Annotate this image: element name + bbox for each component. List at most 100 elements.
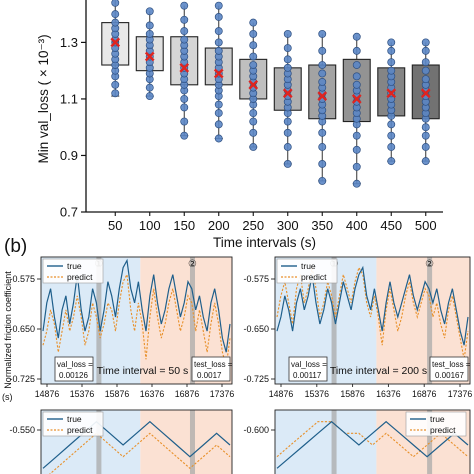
data-point <box>318 143 327 151</box>
data-point <box>180 27 189 36</box>
data-point <box>249 61 258 69</box>
data-point <box>145 7 154 16</box>
data-point <box>249 41 258 50</box>
test-loss-label: test_loss = <box>432 360 471 369</box>
data-point <box>111 89 120 98</box>
series-predict <box>276 421 469 458</box>
data-point <box>145 83 154 92</box>
interval-caption: Time interval = 50 s <box>97 365 189 377</box>
data-point <box>180 15 189 24</box>
y-axis-title: Normalized friction coefficient <box>3 271 13 389</box>
marker-band <box>96 410 102 474</box>
data-point <box>352 61 361 69</box>
data-point <box>387 58 396 67</box>
data-point <box>283 55 292 64</box>
data-point <box>249 18 258 27</box>
val-loss-value: 0.00126 <box>59 371 88 380</box>
legend-box <box>276 258 338 284</box>
data-point <box>387 143 396 151</box>
y-tick-label: 0.9 <box>60 148 78 163</box>
legend-box <box>42 258 104 284</box>
marker-band <box>189 257 195 384</box>
y-tick-label: -0.650 <box>243 324 269 334</box>
data-point <box>283 44 292 53</box>
data-point <box>387 131 396 140</box>
data-point <box>421 123 430 132</box>
data-point <box>421 75 430 84</box>
val-loss-box <box>288 356 328 382</box>
subplot-left: ①②truepredict-0.575-0.650-0.725148761537… <box>9 256 235 399</box>
data-point <box>421 143 430 151</box>
data-point <box>352 145 361 154</box>
y-tick-label: -0.725 <box>243 374 269 384</box>
data-point <box>318 29 327 38</box>
x-tick-label: 500 <box>415 218 437 233</box>
series-true <box>42 420 231 469</box>
val-loss-label: val_loss = <box>57 360 93 369</box>
data-point <box>214 38 223 47</box>
data-point <box>283 159 292 168</box>
x-tick-label: 17376 <box>210 389 235 399</box>
panel-a: 0.7 0.9 1.1 1.3 Min val_loss ( × 10⁻³) 50 100 1… <box>36 0 443 250</box>
data-point <box>249 128 258 137</box>
x-tick-label: 350 <box>311 218 333 233</box>
x-tick-label: 14876 <box>269 389 294 399</box>
data-point <box>421 46 430 55</box>
x-tick-label: 450 <box>380 218 402 233</box>
data-point <box>283 128 292 137</box>
mean-marker <box>317 91 328 101</box>
x-tick-label: 250 <box>242 218 264 233</box>
plot-frame <box>40 256 233 385</box>
legend-label: true <box>430 414 445 424</box>
x-tick-label: 17376 <box>448 389 473 399</box>
data-point <box>318 78 327 86</box>
region-blue <box>275 410 377 474</box>
data-point <box>387 157 396 166</box>
test-loss-value: 0.00167 <box>435 371 464 380</box>
data-point <box>387 66 396 75</box>
data-point <box>318 69 327 78</box>
plot-frame <box>40 409 233 474</box>
data-point <box>318 159 327 168</box>
data-point <box>111 0 120 7</box>
data-point <box>214 120 223 129</box>
test-loss-box <box>429 356 469 382</box>
data-point <box>214 100 223 109</box>
data-point <box>352 179 361 188</box>
data-point <box>318 46 327 55</box>
marker-band <box>331 410 337 474</box>
val-loss-box <box>54 356 94 382</box>
data-point <box>180 117 189 126</box>
data-point <box>145 92 154 101</box>
mean-marker <box>144 51 155 62</box>
data-point <box>387 38 396 47</box>
marker-band <box>427 410 433 474</box>
x-tick-label: 300 <box>277 218 299 233</box>
data-point <box>180 94 189 103</box>
x-axis-title: Time intervals (s) <box>213 235 316 250</box>
interval-caption: Time interval = 200 s <box>330 365 427 377</box>
plot-frame <box>274 409 471 474</box>
mean-marker <box>110 37 121 48</box>
x-tick-label: 16376 <box>140 389 165 399</box>
data-point <box>214 46 223 55</box>
data-point <box>283 117 292 126</box>
data-point <box>318 61 327 69</box>
series-true <box>42 258 231 353</box>
plot-frame <box>274 256 471 385</box>
data-point <box>421 157 430 166</box>
x-tick-label: 15376 <box>305 389 330 399</box>
data-point <box>249 143 258 151</box>
test-loss-label: test_loss = <box>194 360 233 369</box>
y-axis-title: Min val_loss ( × 10⁻³) <box>36 34 51 163</box>
marker-band <box>189 410 195 474</box>
legend-box <box>42 411 104 437</box>
data-point <box>180 35 189 44</box>
y-tick-label: -0.575 <box>9 274 35 284</box>
data-point <box>421 131 430 140</box>
series-true <box>276 265 469 346</box>
legend-label: predict <box>67 272 93 282</box>
y-tick-label: 1.1 <box>60 91 78 106</box>
data-point <box>421 58 430 67</box>
